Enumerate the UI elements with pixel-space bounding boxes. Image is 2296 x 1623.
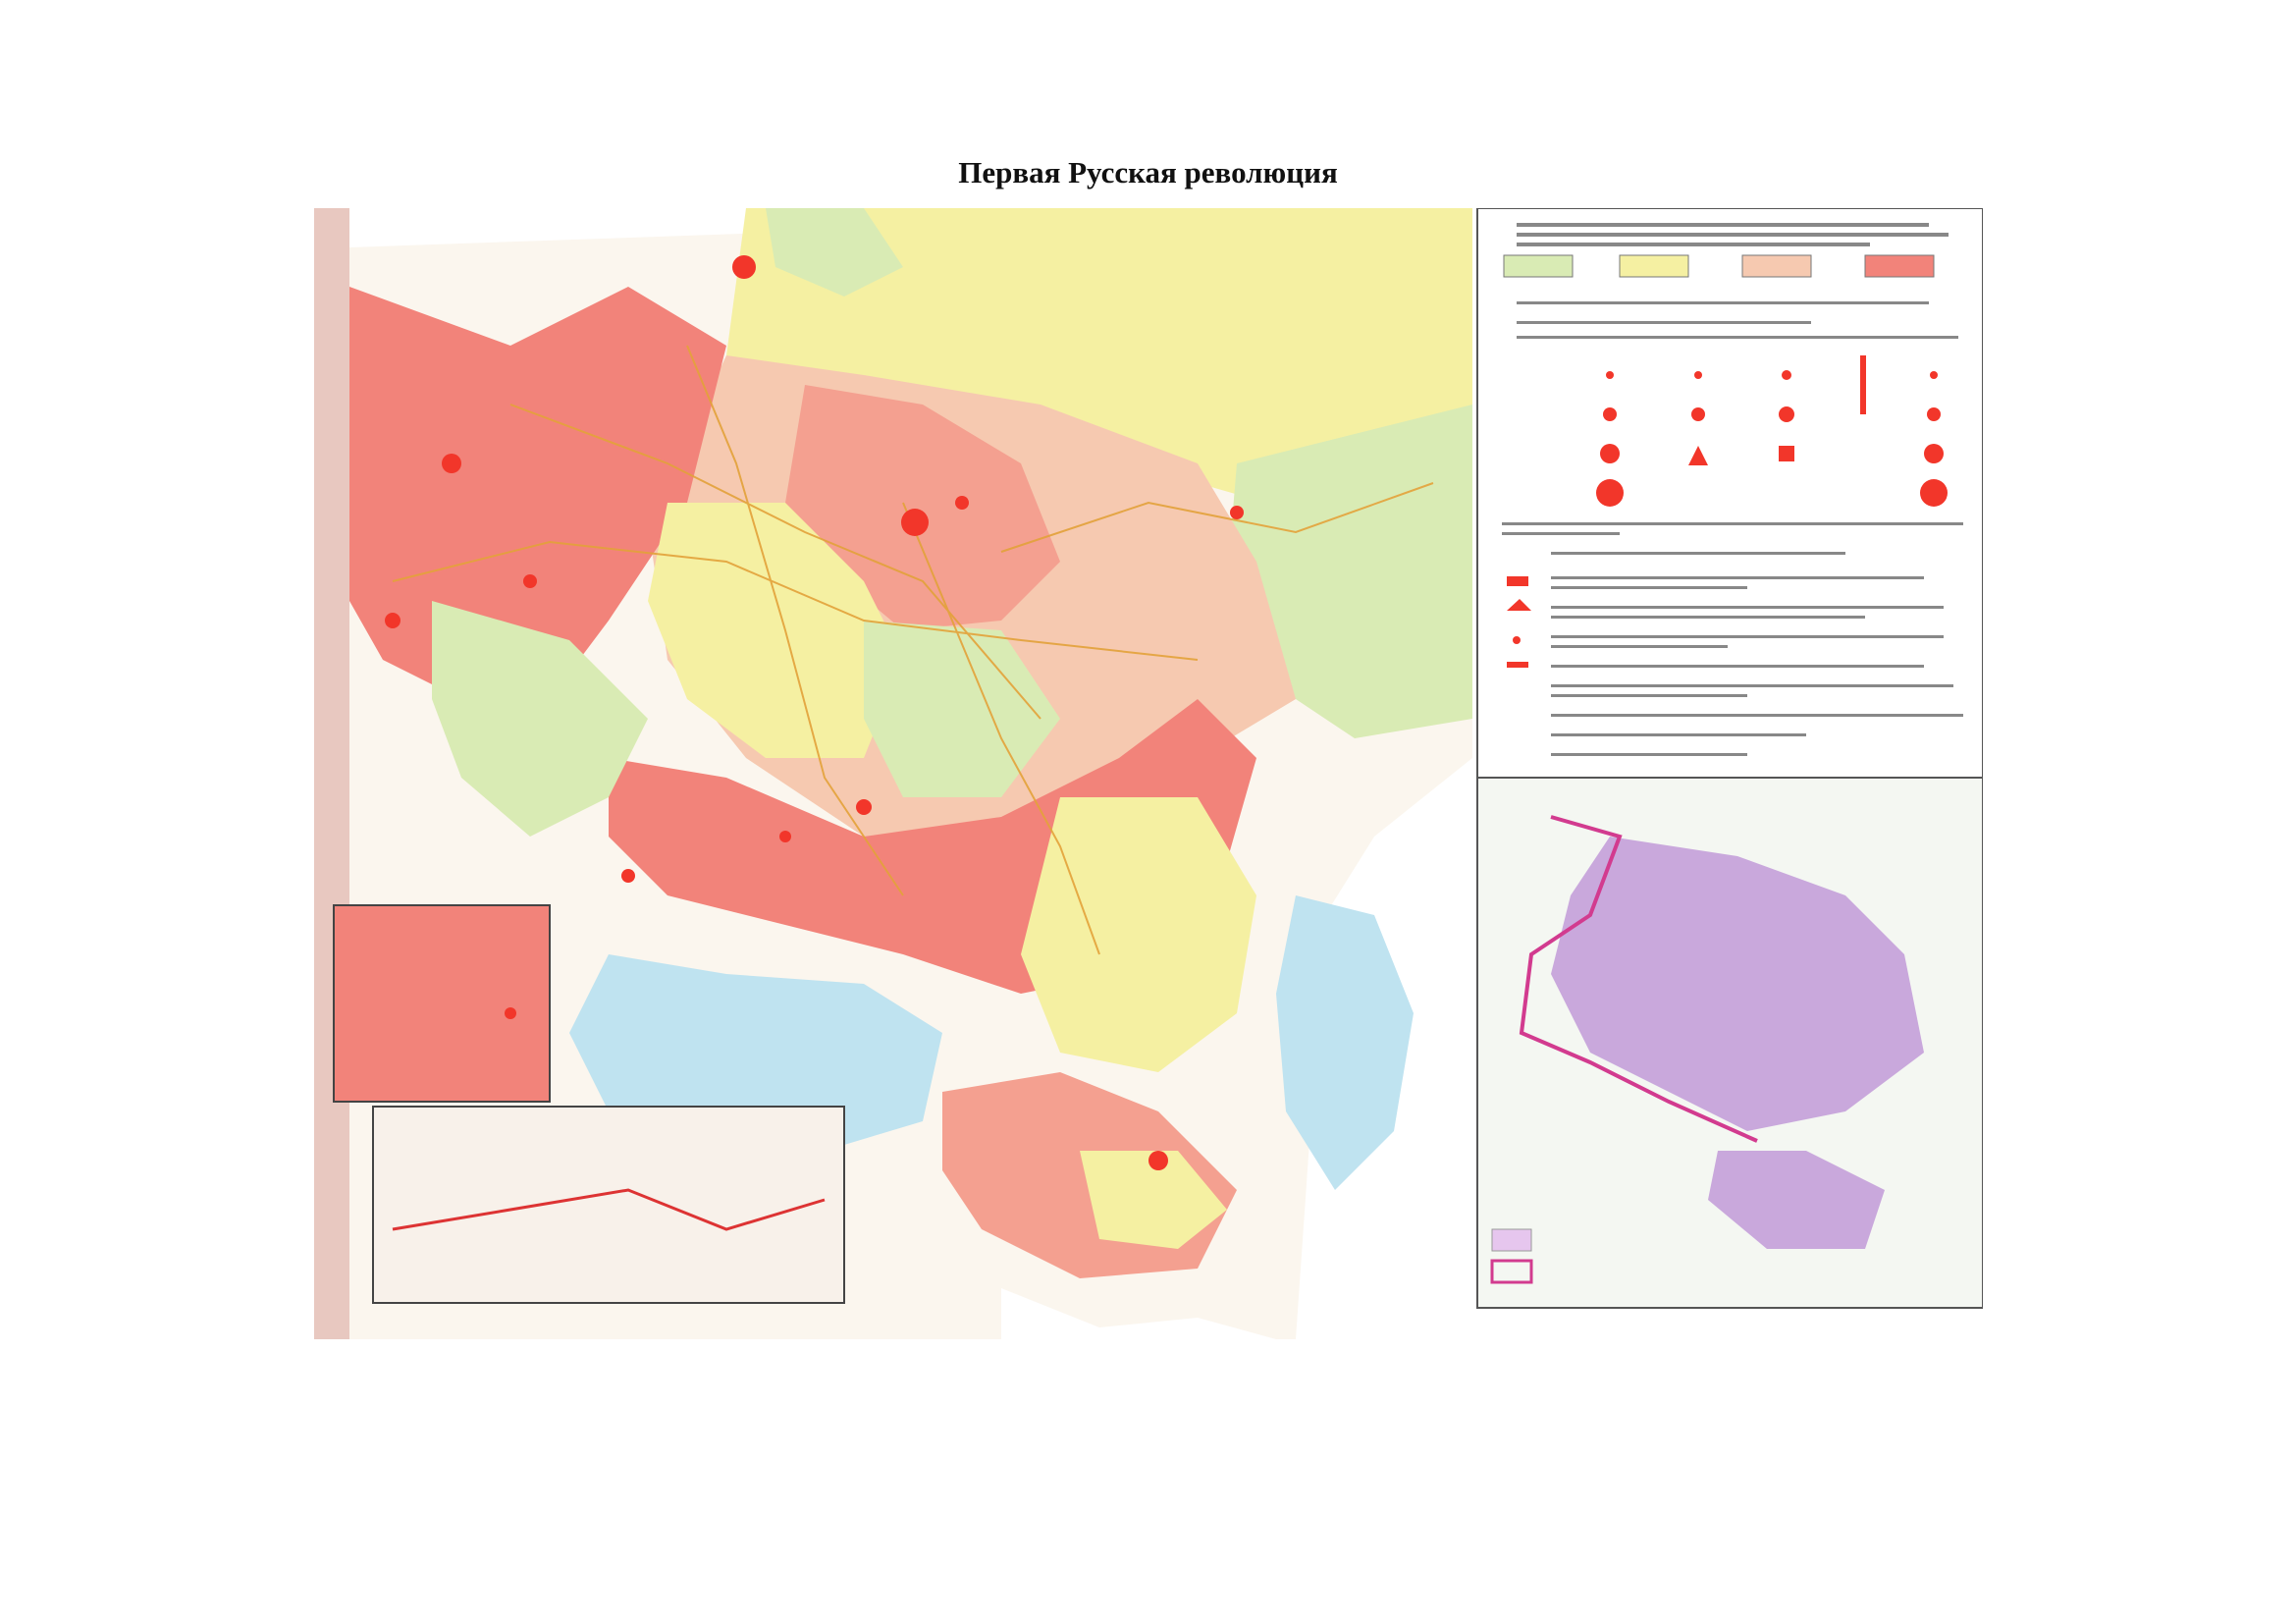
inset-violet-area xyxy=(1551,837,1924,1131)
historical-map xyxy=(314,208,1983,1339)
strike-markers xyxy=(385,255,1244,1170)
inset-siberia xyxy=(372,1106,845,1304)
legend-symbol-column xyxy=(1507,576,1531,668)
inset-violet-south xyxy=(1708,1151,1885,1249)
caspian-sea xyxy=(1276,895,1414,1190)
railways xyxy=(392,345,1434,955)
inset-legend-swatch-1 xyxy=(1491,1228,1532,1252)
region-green-middle xyxy=(432,601,648,837)
inset-poland xyxy=(333,904,551,1103)
region-red-center xyxy=(785,385,1060,630)
legend-swatch-yellow xyxy=(1619,254,1689,278)
legend-text-lines xyxy=(1502,223,1963,756)
page-edge xyxy=(314,208,349,1339)
black-sea xyxy=(569,954,942,1151)
region-red-west xyxy=(349,287,726,699)
inset-legend-swatch-2 xyxy=(1490,1259,1533,1284)
page-title: Первая Русская революция xyxy=(958,155,1338,189)
region-yellow-south xyxy=(1021,797,1256,1072)
region-green-north xyxy=(766,208,903,297)
region-yellow-north xyxy=(726,208,1472,522)
legend-swatch-green xyxy=(1503,254,1574,278)
legend-panel xyxy=(1476,208,1983,779)
inset-border-line xyxy=(1519,815,1758,1143)
region-yellow-caucasus xyxy=(1080,1151,1227,1249)
legend-swatch-red xyxy=(1864,254,1935,278)
region-green-center xyxy=(864,621,1060,797)
legend-swatch-salmon xyxy=(1741,254,1812,278)
region-green-east xyxy=(1227,405,1472,738)
legend-marker-grid xyxy=(1596,355,1948,507)
map-canvas xyxy=(314,208,1983,1339)
page-bottom-cut xyxy=(1001,1288,1276,1339)
region-yellow-middle xyxy=(648,503,903,758)
